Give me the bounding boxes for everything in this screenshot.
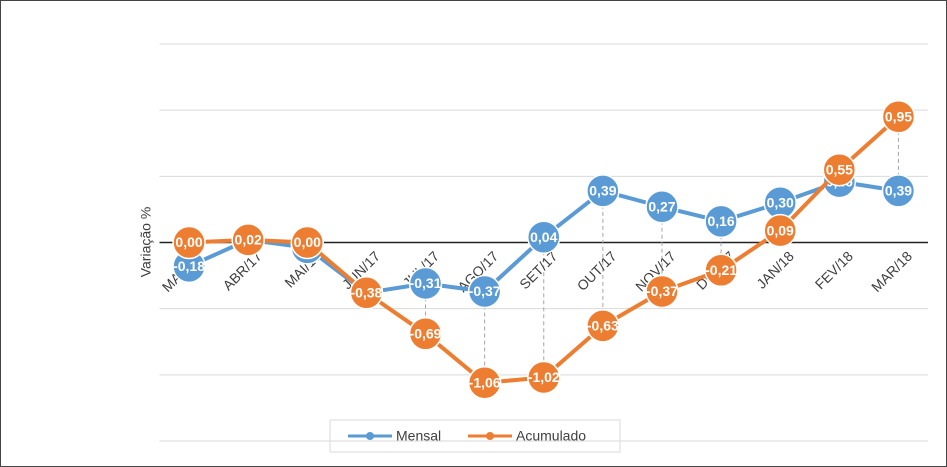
marker — [527, 360, 561, 395]
data-label: -0,63 — [587, 318, 619, 334]
data-label: -0,37 — [469, 283, 501, 299]
data-label: -0,18 — [173, 258, 205, 274]
legend-label: Acumulado — [516, 428, 586, 444]
marker — [408, 266, 443, 301]
data-label: 0,02 — [235, 232, 262, 248]
marker — [881, 174, 916, 208]
marker — [231, 223, 265, 257]
data-label: -0,69 — [410, 326, 442, 342]
y-axis-label: Variação % — [138, 207, 154, 278]
data-label: 0,00 — [175, 234, 202, 250]
data-label: -0,31 — [410, 275, 442, 291]
data-label: -0,37 — [646, 283, 678, 299]
marker — [704, 253, 738, 288]
data-label: -1,06 — [469, 374, 501, 390]
data-label: -1,02 — [528, 369, 560, 385]
data-label: 0,39 — [885, 183, 912, 199]
marker — [172, 225, 206, 260]
legend-label: Mensal — [396, 428, 441, 444]
marker — [645, 274, 679, 309]
data-label: 0,30 — [767, 195, 794, 211]
marker — [408, 317, 443, 351]
marker — [586, 309, 620, 343]
marker — [527, 220, 561, 254]
data-label: -0,38 — [350, 284, 382, 300]
marker — [704, 204, 738, 239]
marker — [349, 276, 384, 310]
data-label: 0,55 — [826, 161, 853, 177]
data-label: -0,21 — [705, 262, 737, 278]
marker — [467, 274, 502, 309]
data-label: 0,09 — [767, 222, 794, 238]
marker — [290, 225, 325, 260]
data-label: 0,39 — [589, 183, 616, 199]
marker — [467, 366, 502, 400]
marker — [586, 174, 620, 208]
marker — [881, 100, 916, 134]
marker — [822, 152, 857, 187]
data-label: 0,16 — [707, 213, 734, 229]
legend-marker — [486, 432, 494, 440]
data-label: 0,27 — [648, 198, 675, 214]
data-label: 0,00 — [294, 234, 321, 250]
marker — [763, 213, 797, 248]
data-label: 0,04 — [530, 229, 557, 245]
marker — [645, 190, 679, 224]
data-label: 0,95 — [885, 108, 912, 124]
legend-marker — [366, 432, 374, 440]
